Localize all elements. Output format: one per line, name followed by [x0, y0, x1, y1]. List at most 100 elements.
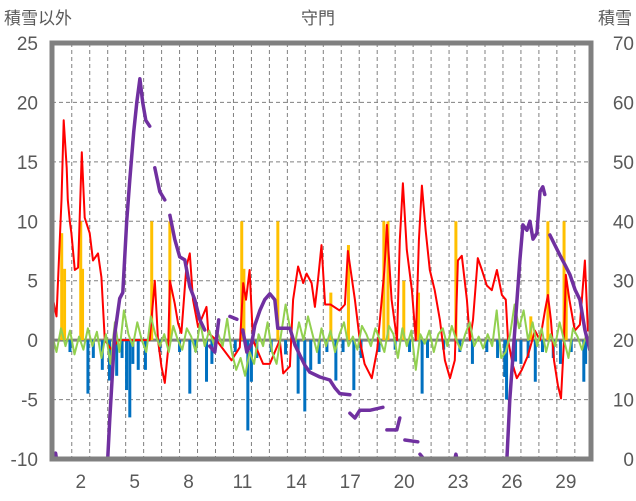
left-tick-label: -10 [11, 450, 38, 471]
orange-bars-bar [454, 221, 458, 341]
purple-snow-depth [403, 438, 420, 444]
x-tick-label: 2 [75, 472, 86, 493]
left-tick-label: 20 [17, 93, 38, 114]
orange-bars-bar [79, 221, 83, 341]
blue-bars-bar [485, 340, 489, 353]
blue-bars-bar [143, 340, 147, 370]
blue-bars-bar [420, 340, 424, 394]
blue-bars-bar [540, 340, 544, 353]
blue-bars-bar [558, 340, 562, 364]
blue-bars-bar [309, 340, 313, 370]
x-tick-label: 5 [129, 472, 140, 493]
blue-bars-bar [296, 340, 300, 394]
right-axis-label: 積雪 [598, 9, 632, 29]
blue-bars-bar [334, 340, 338, 381]
blue-bars-bar [120, 340, 124, 358]
chart-title: 守門 [301, 9, 335, 29]
blue-bars-bar [470, 340, 474, 364]
orange-bars-bar [386, 221, 390, 341]
blue-bars-bar [408, 340, 412, 353]
right-tick-label: 60 [613, 93, 634, 114]
x-tick-label: 8 [183, 472, 194, 493]
x-tick-label: 29 [555, 472, 576, 493]
blue-bars-bar [210, 340, 214, 364]
left-tick-label: 15 [17, 153, 38, 174]
blue-bars-bar [131, 340, 135, 364]
orange-bars-bar [60, 233, 64, 341]
left-tick-label: 10 [17, 212, 38, 233]
blue-bars-bar [115, 340, 119, 376]
purple-snow-depth [241, 292, 352, 397]
purple-snow-depth [207, 318, 221, 354]
purple-snow-depth [228, 314, 239, 322]
right-tick-label: 0 [623, 450, 634, 471]
blue-bars-bar [86, 340, 90, 394]
blue-bars-bar [303, 340, 307, 412]
purple-snow-depth [385, 416, 402, 432]
x-tick-label: 20 [394, 472, 415, 493]
purple-snow-depth [153, 166, 167, 202]
right-tick-label: 70 [613, 34, 634, 55]
blue-bars-bar [526, 340, 530, 358]
x-tick-label: 14 [286, 472, 308, 493]
orange-bars-bar [150, 221, 154, 341]
blue-bars-bar [68, 340, 72, 353]
orange-bars-bar [564, 280, 568, 341]
orange-bars-bar [346, 245, 350, 341]
right-tick-label: 10 [613, 391, 634, 412]
blue-bars-bar [426, 340, 430, 358]
purple-snow-depth [418, 185, 547, 461]
blue-bars-bar [377, 340, 381, 353]
blue-bars-bar [352, 340, 356, 391]
blue-bars-bar [125, 340, 129, 391]
chart-marks [50, 76, 592, 461]
blue-bars-bar [205, 340, 209, 382]
left-tick-label: -5 [21, 391, 38, 412]
blue-bars-bar [505, 340, 509, 400]
orange-bars-bar [562, 221, 566, 341]
left-tick-label: 5 [27, 272, 38, 293]
blue-bars-bar [136, 340, 140, 370]
orange-bars-bar [402, 280, 406, 341]
orange-bars-bar [329, 292, 333, 341]
blue-bars-bar [341, 340, 345, 353]
blue-bars-bar [128, 340, 132, 418]
orange-bars-bar [242, 268, 246, 341]
right-tick-label: 20 [613, 331, 634, 352]
plot-border [49, 40, 594, 462]
left-tick-label: 0 [27, 331, 38, 352]
blue-bars-bar [233, 340, 237, 353]
blue-bars-bar [246, 340, 250, 431]
blue-bars-bar [533, 340, 537, 382]
blue-bars-bar [519, 340, 523, 364]
orange-bars-bar [63, 268, 67, 341]
blue-bars-bar [317, 340, 321, 364]
blue-bars-bar [584, 340, 588, 364]
blue-bars-bar [188, 340, 192, 394]
purple-snow-depth [548, 233, 592, 352]
blue-bars-bar [284, 340, 288, 355]
orange-bars-bar [546, 221, 550, 341]
right-tick-label: 30 [613, 272, 634, 293]
x-tick-label: 23 [447, 472, 468, 493]
purple-snow-depth [348, 405, 385, 420]
orange-bars-bar [417, 292, 421, 341]
left-axis-label: 積雪以外 [4, 9, 72, 29]
right-tick-label: 50 [613, 153, 634, 174]
left-tick-label: 25 [17, 34, 38, 55]
blue-bars-bar [514, 340, 518, 362]
purple-snow-depth [168, 213, 207, 332]
green-line [51, 303, 592, 377]
blue-bars-bar [496, 340, 500, 358]
orange-bars-bar [81, 268, 85, 341]
blue-bars-bar [503, 340, 507, 377]
blue-bars-bar [91, 340, 95, 358]
orange-bars-bar [240, 221, 244, 341]
x-tick-label: 26 [501, 472, 522, 493]
orange-bars-bar [276, 221, 280, 341]
x-tick-label: 11 [233, 472, 253, 493]
blue-bars-bar [249, 340, 253, 382]
right-tick-label: 40 [613, 212, 634, 233]
